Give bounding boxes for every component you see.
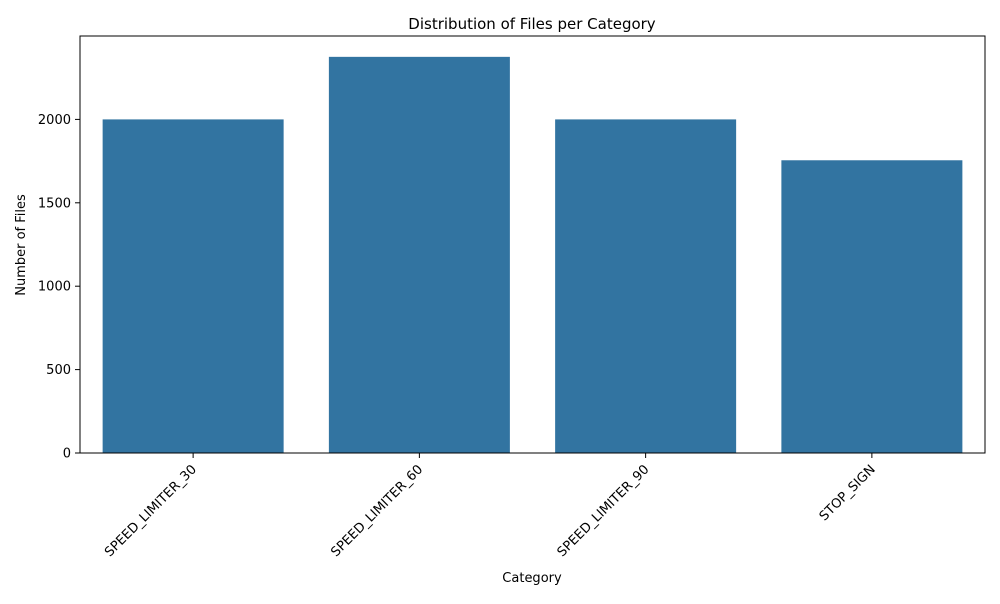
x-tick-label: SPEED_LIMITER_30 — [102, 462, 200, 560]
y-axis-ticks: 0 500 1000 1500 2000 — [38, 113, 80, 462]
x-axis-ticks: SPEED_LIMITER_30 SPEED_LIMITER_60 SPEED_LI… — [102, 453, 879, 560]
bar-speed-limiter-30 — [102, 119, 284, 454]
x-axis-label: Category — [502, 571, 562, 586]
y-tick-label: 1500 — [38, 196, 71, 211]
x-tick-label: STOP_SIGN — [817, 462, 879, 524]
y-tick-label: 2000 — [38, 113, 71, 128]
y-tick-label: 1000 — [38, 280, 71, 295]
y-tick-label: 0 — [63, 447, 71, 462]
bar-speed-limiter-60 — [328, 56, 510, 453]
plot-frame — [79, 35, 986, 454]
bar-speed-limiter-90 — [555, 119, 737, 454]
x-tick-label: SPEED_LIMITER_90 — [555, 462, 653, 560]
bars-group — [102, 56, 963, 454]
y-tick-label: 500 — [46, 363, 71, 378]
x-tick-label: SPEED_LIMITER_60 — [328, 462, 426, 560]
y-axis-label: Number of Files — [14, 194, 29, 296]
bar-stop-sign — [781, 160, 963, 453]
chart-title: Distribution of Files per Category — [408, 15, 656, 33]
